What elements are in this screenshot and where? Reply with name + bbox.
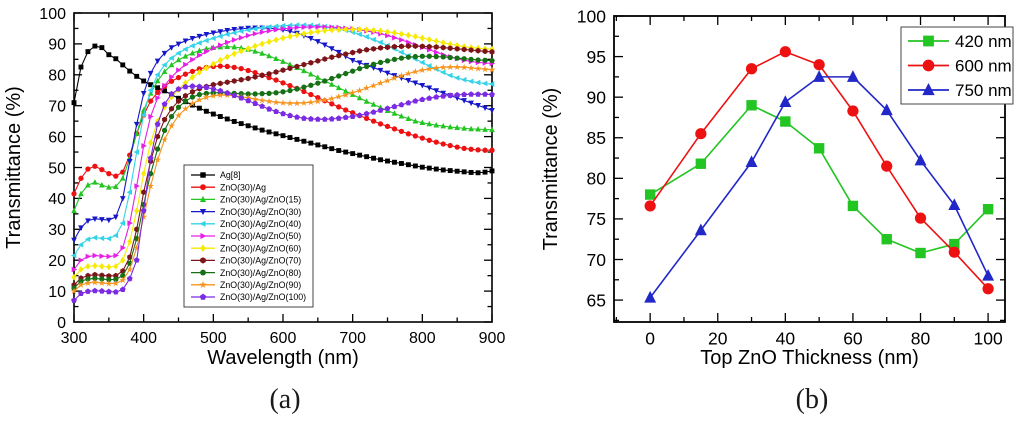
svg-text:0: 0 xyxy=(57,315,66,332)
svg-text:800: 800 xyxy=(409,330,436,347)
legend-label: ZnO(30)/Ag/ZnO(40) xyxy=(220,219,301,229)
series-750 nm xyxy=(644,70,995,303)
svg-text:80: 80 xyxy=(911,329,931,349)
series-line xyxy=(649,76,989,299)
svg-text:300: 300 xyxy=(61,330,88,347)
x-axis-label: Wavelength (nm) xyxy=(207,347,359,369)
series-line xyxy=(649,50,989,290)
legend-label: ZnO(30)/Ag xyxy=(220,182,266,192)
series-ZnO(30)/Ag/ZnO(100) xyxy=(71,83,495,303)
legend-label: ZnO(30)/Ag/ZnO(30) xyxy=(220,207,301,217)
series-ZnO(30)/Ag/ZnO(15) xyxy=(71,43,495,214)
svg-text:100: 100 xyxy=(39,6,66,23)
chart-b: 0 20 40 60 80 100 65 70 75 80 85 90 95 100 Top ZnO Thi… xyxy=(540,6,1014,369)
legend-item: 750 nm xyxy=(908,81,1012,100)
svg-text:30: 30 xyxy=(48,222,66,239)
svg-text:85: 85 xyxy=(587,128,606,148)
legend-item: Ag[8] xyxy=(191,170,241,180)
legend-item: ZnO(30)/Ag/ZnO(90) xyxy=(191,280,301,290)
series-ZnO(30)/Ag/ZnO(60) xyxy=(71,25,495,281)
svg-text:500: 500 xyxy=(200,330,227,347)
legend-item: ZnO(30)/Ag/ZnO(70) xyxy=(191,256,301,266)
y-axis-label: Transmittance (%) xyxy=(540,88,562,251)
y-axis-label: Transmittance (%) xyxy=(3,86,25,249)
series-ZnO(30)/Ag/ZnO(90) xyxy=(70,63,496,295)
axis-ticks xyxy=(73,12,493,323)
svg-text:10: 10 xyxy=(48,284,66,301)
svg-text:40: 40 xyxy=(48,191,66,208)
svg-text:100: 100 xyxy=(974,329,1003,349)
legend-item: ZnO(30)/Ag/ZnO(30) xyxy=(191,207,301,217)
svg-text:75: 75 xyxy=(587,209,606,229)
svg-text:65: 65 xyxy=(587,290,606,310)
svg-text:70: 70 xyxy=(48,98,66,115)
legend-item: ZnO(30)/Ag xyxy=(191,182,266,192)
series-600 nm xyxy=(644,46,994,295)
legend-label: ZnO(30)/Ag/ZnO(15) xyxy=(220,195,301,205)
legend-item: ZnO(30)/Ag/ZnO(40) xyxy=(191,219,301,229)
svg-text:80: 80 xyxy=(587,169,607,189)
tick-labels: 0 20 40 60 80 100 65 70 75 80 85 90 95 100 xyxy=(577,6,1003,348)
caption-a: (a) xyxy=(269,384,301,415)
svg-text:50: 50 xyxy=(48,160,66,177)
svg-text:0: 0 xyxy=(645,329,655,349)
legend-label: 600 nm xyxy=(955,57,1012,76)
svg-text:90: 90 xyxy=(587,87,607,107)
legend-item: ZnO(30)/Ag/ZnO(50) xyxy=(191,231,301,241)
svg-text:400: 400 xyxy=(130,330,157,347)
svg-text:40: 40 xyxy=(776,329,796,349)
legend-label: ZnO(30)/Ag/ZnO(100) xyxy=(220,292,306,302)
legend: Ag[8] ZnO(30)/Ag ZnO(30)/Ag/ZnO(15) ZnO(30)… xyxy=(183,164,314,308)
legend: 420 nm 600 nm 750 nm xyxy=(900,26,1014,105)
svg-text:100: 100 xyxy=(577,6,606,26)
svg-text:600: 600 xyxy=(270,330,297,347)
legend-item: ZnO(30)/Ag/ZnO(100) xyxy=(191,292,306,302)
legend-label: ZnO(30)/Ag/ZnO(80) xyxy=(220,268,301,278)
svg-text:60: 60 xyxy=(48,129,66,146)
caption-b: (b) xyxy=(795,384,829,415)
svg-text:700: 700 xyxy=(339,330,366,347)
svg-text:80: 80 xyxy=(48,68,66,85)
legend-item: ZnO(30)/Ag/ZnO(15) xyxy=(191,195,301,205)
legend-label: ZnO(30)/Ag/ZnO(70) xyxy=(220,256,301,266)
legend-label: ZnO(30)/Ag/ZnO(60) xyxy=(220,243,301,253)
legend-item: 420 nm xyxy=(908,32,1012,51)
legend-label: Ag[8] xyxy=(220,170,241,180)
legend-label: 420 nm xyxy=(955,32,1012,51)
series-ZnO(30)/Ag/ZnO(80) xyxy=(71,53,495,291)
axis-ticks xyxy=(614,15,1005,322)
svg-text:60: 60 xyxy=(843,329,863,349)
legend-item: 600 nm xyxy=(908,57,1012,76)
series-line xyxy=(649,104,989,254)
tick-labels: 300 400 500 600 700 800 900 0 10 20 30 40 50 60 70 80 90… xyxy=(39,6,505,347)
legend-label: ZnO(30)/Ag/ZnO(50) xyxy=(220,231,301,241)
legend-label: ZnO(30)/Ag/ZnO(90) xyxy=(220,280,301,290)
chart-a: 300 400 500 600 700 800 900 0 10 20 30 40 50 60 70 80 90… xyxy=(3,6,505,369)
x-axis-label: Top ZnO Thickness (nm) xyxy=(700,347,919,369)
svg-text:900: 900 xyxy=(479,330,506,347)
svg-text:20: 20 xyxy=(48,253,66,270)
svg-text:95: 95 xyxy=(587,47,606,67)
legend-label: 750 nm xyxy=(955,81,1012,100)
plot-box xyxy=(613,15,1006,323)
series-420 nm xyxy=(644,100,994,259)
svg-text:90: 90 xyxy=(48,37,66,54)
svg-text:70: 70 xyxy=(587,250,607,270)
svg-text:20: 20 xyxy=(708,329,728,349)
legend-item: ZnO(30)/Ag/ZnO(60) xyxy=(191,243,301,253)
legend-item: ZnO(30)/Ag/ZnO(80) xyxy=(191,268,301,278)
